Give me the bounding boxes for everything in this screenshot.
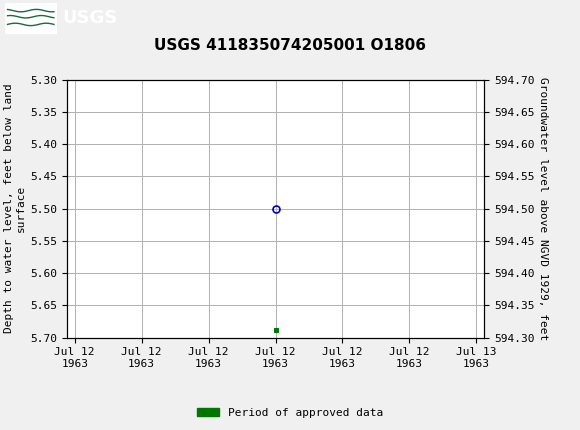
Bar <box>5 3 57 34</box>
Y-axis label: Groundwater level above NGVD 1929, feet: Groundwater level above NGVD 1929, feet <box>538 77 549 340</box>
Text: USGS: USGS <box>63 9 118 27</box>
Y-axis label: Depth to water level, feet below land
surface: Depth to water level, feet below land su… <box>4 84 26 333</box>
Text: USGS 411835074205001 O1806: USGS 411835074205001 O1806 <box>154 38 426 52</box>
Legend: Period of approved data: Period of approved data <box>193 403 387 422</box>
